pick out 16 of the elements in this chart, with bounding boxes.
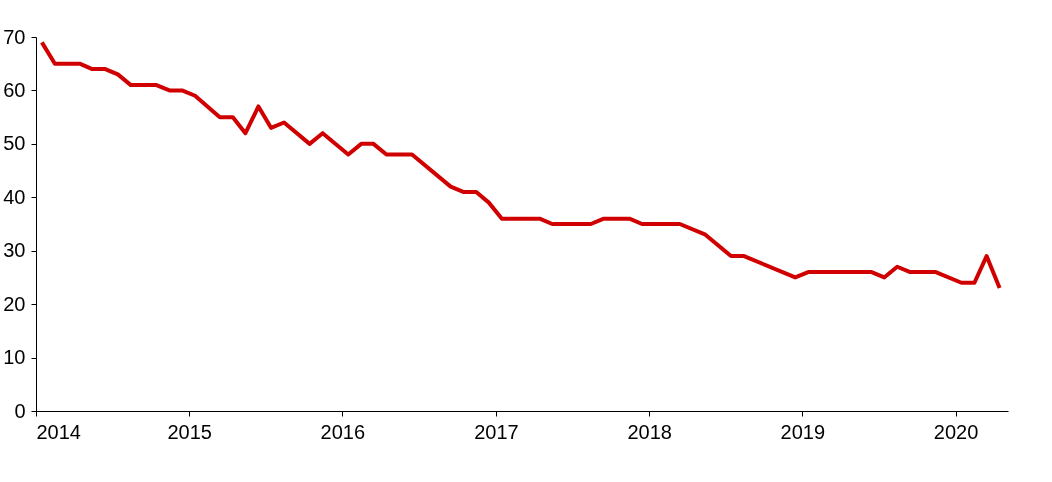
x-tick-label: 2017 xyxy=(474,420,519,443)
x-tick-label: 2020 xyxy=(933,420,979,443)
y-tick-label: 10 xyxy=(3,346,26,369)
y-tick-label: 0 xyxy=(14,399,26,422)
y-tick-label: 40 xyxy=(3,185,26,208)
x-tick-label: 2015 xyxy=(167,420,212,443)
y-tick-label: 30 xyxy=(3,239,26,262)
x-tick-label: 2018 xyxy=(627,420,672,443)
x-tick-label: 2016 xyxy=(320,420,366,443)
y-tick-label: 20 xyxy=(3,292,26,315)
x-tick-label: 2019 xyxy=(780,420,826,443)
y-tick-label: 60 xyxy=(3,78,26,101)
y-tick-label: 50 xyxy=(3,132,26,155)
x-tick-label: 2014 xyxy=(36,420,81,443)
y-tick-label: 70 xyxy=(3,25,26,48)
line-series xyxy=(39,40,1002,291)
